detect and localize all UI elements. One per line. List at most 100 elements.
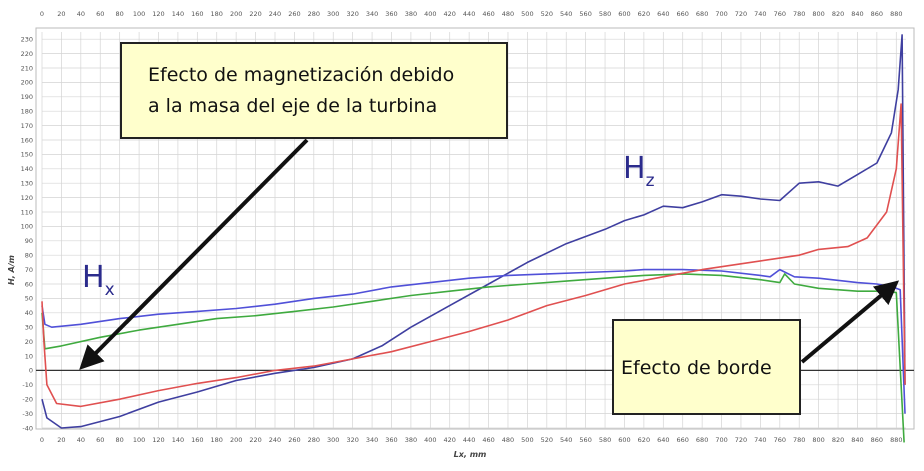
x-tick-top-24: 480 bbox=[502, 10, 514, 18]
x-tick-bottom-41: 820 bbox=[832, 436, 844, 444]
y-tick-25: 210 bbox=[21, 64, 33, 72]
y-tick-19: 150 bbox=[21, 151, 33, 159]
y-axis-title: H, A/m bbox=[7, 255, 16, 285]
x-tick-top-41: 820 bbox=[832, 10, 844, 18]
y-tick-27: 230 bbox=[21, 36, 33, 44]
x-tick-bottom-14: 280 bbox=[308, 436, 320, 444]
x-tick-top-2: 40 bbox=[77, 10, 85, 18]
x-tick-top-42: 840 bbox=[851, 10, 863, 18]
x-tick-top-29: 580 bbox=[599, 10, 611, 18]
x-tick-top-10: 200 bbox=[230, 10, 242, 18]
x-tick-bottom-28: 560 bbox=[579, 436, 591, 444]
series-line-2 bbox=[41, 273, 905, 443]
x-tick-top-33: 660 bbox=[677, 10, 689, 18]
series-line-3 bbox=[41, 103, 906, 408]
x-tick-bottom-32: 640 bbox=[657, 436, 669, 444]
x-tick-bottom-37: 740 bbox=[754, 436, 766, 444]
x-tick-top-35: 700 bbox=[715, 10, 727, 18]
x-tick-top-12: 240 bbox=[269, 10, 281, 18]
series-line-0 bbox=[41, 34, 906, 429]
x-tick-top-15: 300 bbox=[327, 10, 339, 18]
series-line-1 bbox=[41, 268, 906, 414]
y-tick-14: 100 bbox=[21, 223, 33, 231]
x-tick-bottom-6: 120 bbox=[152, 436, 164, 444]
y-tick-22: 180 bbox=[21, 108, 33, 116]
x-tick-top-30: 600 bbox=[618, 10, 630, 18]
x-tick-bottom-44: 880 bbox=[890, 436, 902, 444]
x-tick-bottom-3: 60 bbox=[96, 436, 104, 444]
y-tick-10: 60 bbox=[25, 280, 33, 288]
series-lines bbox=[41, 34, 906, 443]
x-tick-top-25: 500 bbox=[521, 10, 533, 18]
y-tick-5: 10 bbox=[25, 352, 33, 360]
y-tick-12: 80 bbox=[25, 252, 33, 260]
x-tick-bottom-0: 0 bbox=[40, 436, 44, 444]
y-tick-0: -40 bbox=[22, 424, 33, 432]
y-tick-13: 90 bbox=[25, 237, 33, 245]
y-tick-15: 110 bbox=[21, 208, 33, 216]
x-tick-bottom-35: 700 bbox=[715, 436, 727, 444]
y-tick-3: -10 bbox=[22, 381, 33, 389]
x-tick-bottom-39: 780 bbox=[793, 436, 805, 444]
x-tick-bottom-11: 220 bbox=[249, 436, 261, 444]
x-tick-bottom-1: 20 bbox=[57, 436, 65, 444]
x-tick-top-28: 560 bbox=[579, 10, 591, 18]
x-tick-top-34: 680 bbox=[696, 10, 708, 18]
x-tick-labels-bottom: 0 20 40 60 80 100 120 140 160 180 200 220 240 260 280 3… bbox=[40, 436, 903, 444]
y-tick-8: 40 bbox=[25, 309, 33, 317]
x-tick-top-5: 100 bbox=[133, 10, 145, 18]
y-tick-11: 70 bbox=[25, 266, 33, 274]
y-tick-4: 0 bbox=[29, 367, 33, 375]
arrow-edge bbox=[800, 280, 900, 364]
x-tick-top-23: 460 bbox=[482, 10, 494, 18]
x-tick-bottom-43: 860 bbox=[871, 436, 883, 444]
y-tick-18: 140 bbox=[21, 165, 33, 173]
x-tick-bottom-21: 420 bbox=[444, 436, 456, 444]
x-tick-bottom-40: 800 bbox=[812, 436, 824, 444]
x-tick-top-4: 80 bbox=[116, 10, 124, 18]
y-tick-20: 160 bbox=[21, 136, 33, 144]
annotation-edge-effect: Efecto de borde bbox=[612, 319, 801, 415]
x-tick-bottom-15: 300 bbox=[327, 436, 339, 444]
x-tick-labels-top: 0 20 40 60 80 100 120 140 160 180 200 220 240 260 280 3… bbox=[40, 10, 903, 18]
x-tick-top-31: 620 bbox=[638, 10, 650, 18]
x-tick-top-17: 340 bbox=[366, 10, 378, 18]
x-tick-bottom-20: 400 bbox=[424, 436, 436, 444]
x-tick-top-36: 720 bbox=[735, 10, 747, 18]
x-tick-bottom-5: 100 bbox=[133, 436, 145, 444]
x-tick-bottom-8: 160 bbox=[191, 436, 203, 444]
x-tick-top-11: 220 bbox=[249, 10, 261, 18]
x-tick-bottom-17: 340 bbox=[366, 436, 378, 444]
x-tick-top-13: 260 bbox=[288, 10, 300, 18]
x-tick-bottom-2: 40 bbox=[77, 436, 85, 444]
x-tick-bottom-38: 760 bbox=[774, 436, 786, 444]
x-tick-bottom-12: 240 bbox=[269, 436, 281, 444]
x-tick-top-18: 360 bbox=[385, 10, 397, 18]
x-tick-top-9: 180 bbox=[211, 10, 223, 18]
x-tick-bottom-26: 520 bbox=[541, 436, 553, 444]
x-tick-top-14: 280 bbox=[308, 10, 320, 18]
y-tick-2: -20 bbox=[22, 396, 33, 404]
x-tick-top-40: 800 bbox=[812, 10, 824, 18]
x-tick-top-38: 760 bbox=[774, 10, 786, 18]
x-tick-top-27: 540 bbox=[560, 10, 572, 18]
annotation-magnetization-line2: a la masa del eje de la turbina bbox=[148, 95, 438, 117]
x-tick-bottom-18: 360 bbox=[385, 436, 397, 444]
y-tick-17: 130 bbox=[21, 180, 33, 188]
annotation-edge-effect-text: Efecto de borde bbox=[621, 357, 772, 379]
x-tick-top-3: 60 bbox=[96, 10, 104, 18]
x-tick-top-21: 420 bbox=[444, 10, 456, 18]
hz-label: Hz bbox=[623, 151, 655, 191]
y-tick-16: 120 bbox=[21, 194, 33, 202]
y-tick-6: 20 bbox=[25, 338, 33, 346]
x-tick-bottom-27: 540 bbox=[560, 436, 572, 444]
x-tick-bottom-30: 600 bbox=[618, 436, 630, 444]
x-tick-top-19: 380 bbox=[405, 10, 417, 18]
x-tick-top-26: 520 bbox=[541, 10, 553, 18]
x-tick-bottom-13: 260 bbox=[288, 436, 300, 444]
x-tick-top-44: 880 bbox=[890, 10, 902, 18]
y-tick-21: 170 bbox=[21, 122, 33, 130]
x-tick-bottom-7: 140 bbox=[172, 436, 184, 444]
x-tick-bottom-16: 320 bbox=[346, 436, 358, 444]
hx-label: Hx bbox=[82, 260, 115, 300]
